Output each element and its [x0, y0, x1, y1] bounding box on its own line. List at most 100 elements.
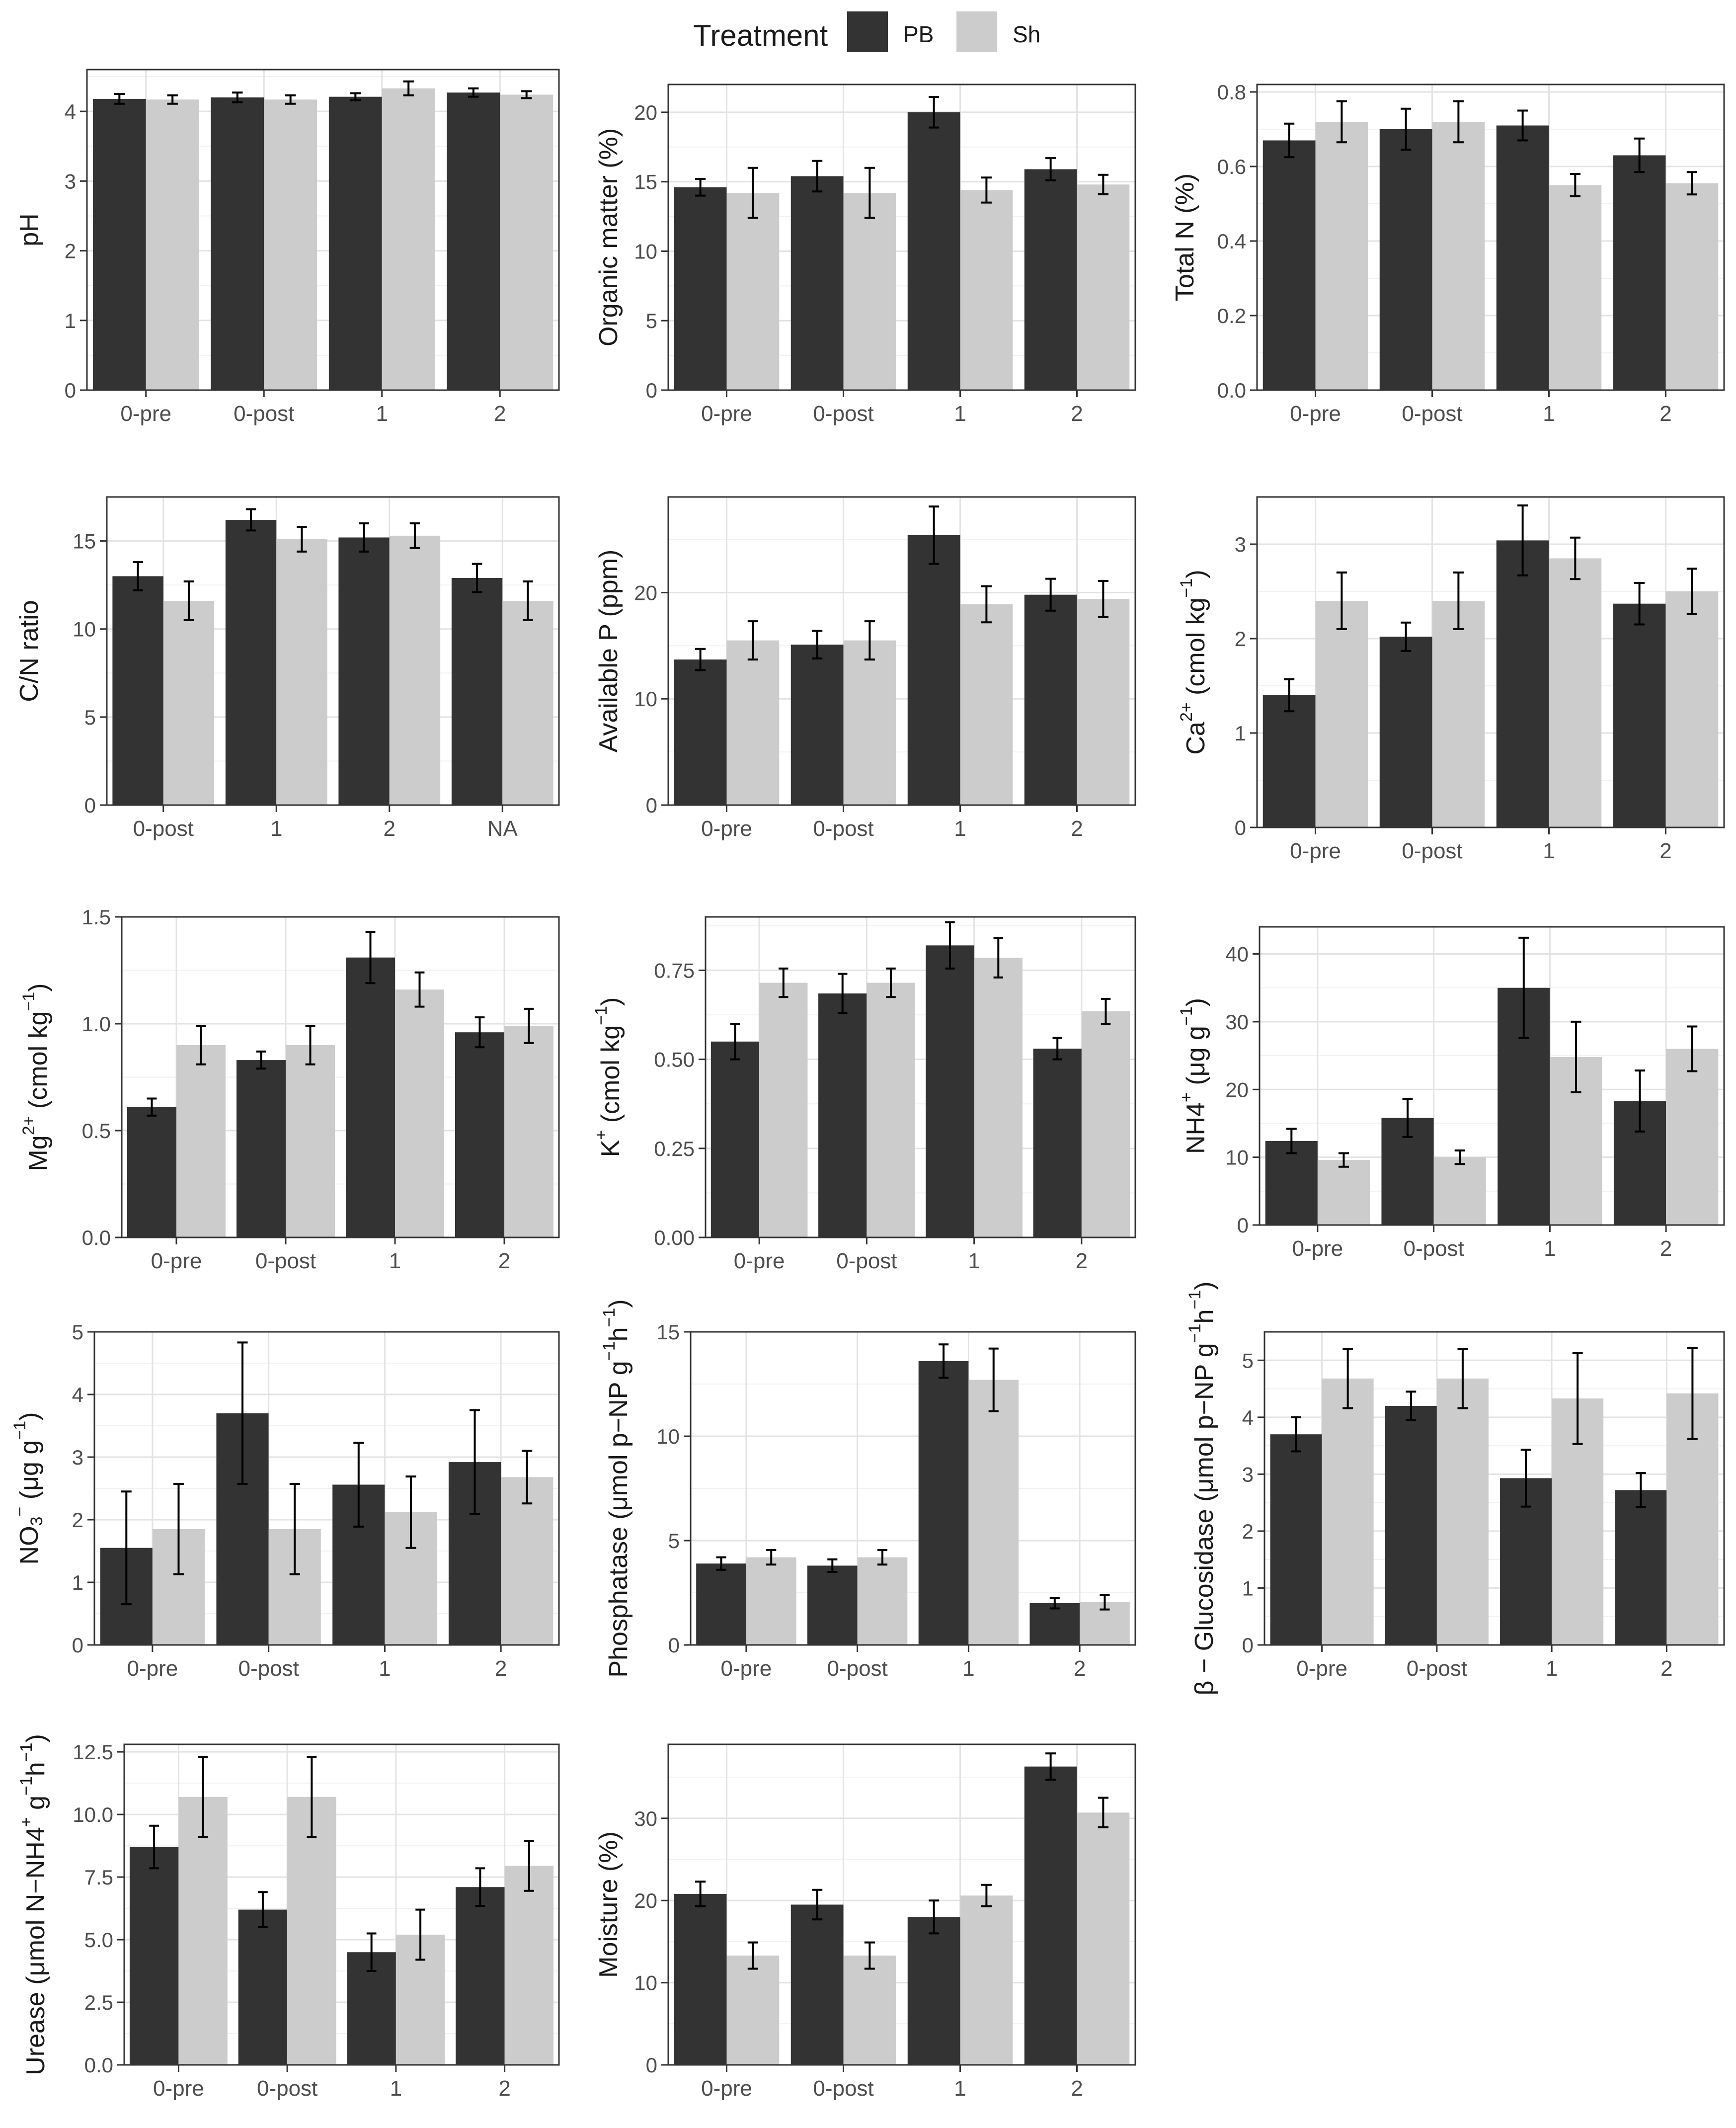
bar-pb-2 [1613, 155, 1666, 390]
panel-border [1256, 496, 1725, 828]
error-bar-pb-1 [366, 1932, 377, 1972]
y-axis-title-part: β − Glucosidase (μmol p−NP g [1190, 1343, 1219, 1695]
bar-sh-2 [501, 1477, 553, 1645]
bar-pb-0-pre [674, 1894, 727, 2065]
y-tick-label: 0.00 [654, 1226, 695, 1249]
error-bar-pb-2 [475, 1867, 485, 1907]
error-bar-pb-1 [929, 1899, 940, 1935]
y-axis-title-part: −1 [19, 992, 38, 1011]
y-tick-label: 0.0 [82, 1226, 111, 1249]
y-tick-label: 0.0 [84, 2053, 113, 2077]
bar-sh-2 [1665, 591, 1719, 827]
bar-sh-0-post [264, 99, 317, 391]
y-tick-label: 3 [1235, 533, 1246, 556]
bar-sh-1 [974, 958, 1023, 1237]
y-axis-title: Total N (%) [1171, 173, 1199, 301]
x-tick-label: 2 [1076, 1249, 1088, 1273]
y-axis-title-part: (cmol kg [596, 1025, 625, 1130]
error-bar-pb-0-post [1406, 1391, 1417, 1421]
error-bar-pb-0-post [232, 91, 243, 103]
y-axis-title-part: Ca [1182, 722, 1210, 755]
bar-pb-0-pre [127, 1107, 176, 1237]
error-bar-pb-2 [1052, 1037, 1062, 1061]
y-tick-label: 0.50 [654, 1048, 695, 1071]
y-axis-title-part: C/N ratio [15, 600, 44, 702]
panel-border [667, 83, 1136, 391]
legend-title: Treatment [693, 19, 828, 52]
x-tick-label: 0-post [827, 1656, 887, 1681]
bar-pb-2 [447, 92, 500, 391]
x-tick-label: 1 [1544, 1236, 1556, 1261]
bar-pb-2 [455, 1032, 504, 1237]
y-tick-label: 10 [1225, 1146, 1249, 1169]
bar-pb-0-post [238, 1909, 288, 2065]
error-bar-pb-2 [1049, 1597, 1060, 1610]
x-tick-label: 0-pre [701, 817, 752, 841]
bar-pb-0-pre [1265, 1141, 1318, 1225]
error-bar-sh-0-pre [173, 1483, 184, 1575]
y-axis-title-part: NH4 [1182, 1102, 1210, 1154]
bar-sh-1 [968, 1380, 1019, 1645]
y-tick-label: 2 [1235, 627, 1246, 651]
y-tick-label: 3 [65, 169, 76, 193]
y-tick-label: 0.2 [1217, 304, 1246, 327]
bar-pb-na [451, 577, 503, 805]
bar-sh-0-post [843, 640, 896, 805]
error-bar-pb-1 [245, 508, 256, 532]
y-axis-title: Available P (ppm) [594, 550, 623, 753]
bar-pb-2 [1024, 594, 1077, 805]
error-bar-sh-1 [1570, 536, 1580, 580]
error-bar-pb-2 [468, 87, 479, 98]
error-bar-sh-0-pre [1336, 100, 1347, 144]
y-axis-title: Moisture (%) [594, 1831, 623, 1978]
x-tick-label: 0-post [813, 2076, 873, 2101]
error-bar-sh-1 [405, 1475, 416, 1549]
error-bar-pb-0-pre [716, 1556, 726, 1571]
x-tick-label: 0-pre [721, 1656, 772, 1681]
chart-panel-5: 0 10 20 0-pre 0-post 1 2 Available P (ppm) [594, 496, 1136, 841]
bar-sh-0-post [843, 193, 896, 390]
panel-border [106, 496, 560, 806]
x-tick-label: 0-pre [1296, 1656, 1347, 1681]
bar-sh-2 [1081, 1011, 1130, 1237]
bar-pb-0-pre [1270, 1434, 1322, 1645]
bar-sh-2 [1077, 1812, 1130, 2065]
error-bar-sh-0-pre [779, 967, 789, 998]
y-axis-title-part: Organic matter (%) [594, 128, 623, 346]
y-tick-label: 0 [72, 1634, 83, 1657]
bar-pb-2 [1615, 1490, 1667, 1645]
x-tick-label: 0-post [1403, 1236, 1464, 1261]
error-bar-sh-2 [1100, 1594, 1110, 1611]
y-axis-title-part: + [592, 1130, 611, 1140]
y-axis-title: C/N ratio [15, 600, 44, 702]
y-axis-title-part: + [17, 1817, 36, 1827]
y-axis-title-part: ) [1182, 998, 1210, 1006]
error-bar-sh-0-post [289, 1483, 300, 1575]
bar-pb-2 [1613, 603, 1666, 827]
error-bar-pb-0-post [237, 1341, 248, 1485]
error-bar-pb-2 [1634, 581, 1645, 626]
y-tick-label: 40 [1225, 943, 1249, 966]
bar-sh-2 [1665, 183, 1719, 390]
x-tick-label: 1 [954, 402, 966, 426]
legend-swatch-pb [847, 11, 888, 52]
panel-border [1263, 1331, 1725, 1646]
y-tick-label: 0.4 [1217, 230, 1246, 253]
bar-pb-0-post [237, 1060, 286, 1237]
error-bar-pb-2 [1045, 577, 1056, 612]
y-tick-label: 2 [72, 1508, 83, 1532]
y-axis-title-part: 3 [27, 1517, 46, 1526]
bar-pb-1 [926, 945, 974, 1237]
error-bar-sh-1 [993, 937, 1004, 979]
y-tick-label: 0 [1242, 1634, 1254, 1657]
y-axis-title-part: (cmol kg [24, 1011, 53, 1116]
panel-border [121, 916, 560, 1238]
bar-sh-2 [389, 535, 441, 805]
bar-pb-0-pre [129, 1847, 179, 2065]
error-bar-pb-2 [1045, 157, 1056, 181]
y-tick-label: 15 [634, 170, 657, 194]
y-axis-title-part: (μg g [15, 1440, 44, 1507]
error-bar-sh-2 [1098, 579, 1108, 618]
y-tick-label: 0 [1237, 1214, 1249, 1237]
